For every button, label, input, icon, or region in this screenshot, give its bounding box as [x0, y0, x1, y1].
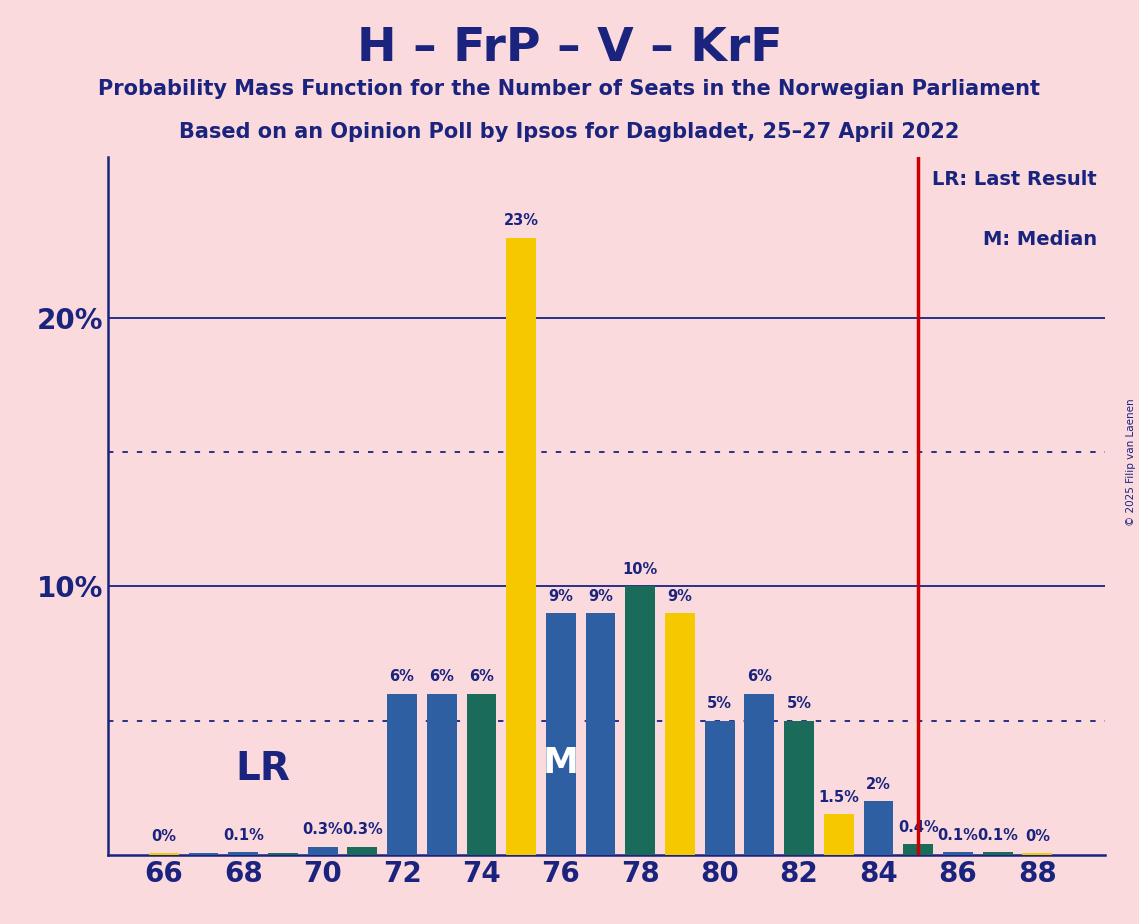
Text: 10%: 10%: [623, 562, 658, 577]
Text: 23%: 23%: [503, 213, 539, 228]
Text: Probability Mass Function for the Number of Seats in the Norwegian Parliament: Probability Mass Function for the Number…: [98, 79, 1041, 99]
Text: LR: Last Result: LR: Last Result: [932, 171, 1097, 189]
Text: Based on an Opinion Poll by Ipsos for Dagbladet, 25–27 April 2022: Based on an Opinion Poll by Ipsos for Da…: [179, 122, 960, 142]
Text: 6%: 6%: [747, 669, 772, 685]
Text: 5%: 5%: [707, 696, 732, 711]
Text: LR: LR: [236, 749, 290, 787]
Bar: [387, 694, 417, 855]
Text: 9%: 9%: [588, 589, 613, 603]
Text: 0.3%: 0.3%: [342, 822, 383, 837]
Bar: [467, 694, 497, 855]
Text: M: M: [543, 746, 579, 780]
Text: © 2025 Filip van Laenen: © 2025 Filip van Laenen: [1125, 398, 1136, 526]
Text: 9%: 9%: [667, 589, 693, 603]
Text: H – FrP – V – KrF: H – FrP – V – KrF: [357, 26, 782, 71]
Bar: [903, 844, 933, 855]
Bar: [347, 846, 377, 855]
Text: 2%: 2%: [866, 777, 891, 792]
Text: M: Median: M: Median: [983, 229, 1097, 249]
Bar: [1023, 854, 1052, 855]
Bar: [149, 854, 179, 855]
Text: 0%: 0%: [151, 829, 177, 844]
Bar: [546, 614, 575, 855]
Text: 0.4%: 0.4%: [898, 820, 939, 834]
Bar: [506, 237, 536, 855]
Bar: [189, 854, 219, 855]
Text: 0.1%: 0.1%: [977, 828, 1018, 843]
Bar: [625, 587, 655, 855]
Text: 5%: 5%: [787, 696, 812, 711]
Text: 6%: 6%: [429, 669, 454, 685]
Bar: [943, 852, 973, 855]
Text: 0%: 0%: [1025, 829, 1050, 844]
Bar: [823, 814, 854, 855]
Bar: [983, 852, 1013, 855]
Text: 9%: 9%: [548, 589, 573, 603]
Bar: [705, 721, 735, 855]
Text: 0.1%: 0.1%: [937, 828, 978, 843]
Bar: [268, 854, 297, 855]
Bar: [427, 694, 457, 855]
Text: 0.3%: 0.3%: [302, 822, 343, 837]
Text: 1.5%: 1.5%: [818, 790, 859, 805]
Bar: [665, 614, 695, 855]
Bar: [228, 852, 259, 855]
Bar: [745, 694, 775, 855]
Bar: [308, 846, 337, 855]
Text: 6%: 6%: [469, 669, 494, 685]
Text: 6%: 6%: [390, 669, 415, 685]
Bar: [785, 721, 814, 855]
Bar: [863, 801, 893, 855]
Text: 0.1%: 0.1%: [223, 828, 263, 843]
Bar: [585, 614, 615, 855]
